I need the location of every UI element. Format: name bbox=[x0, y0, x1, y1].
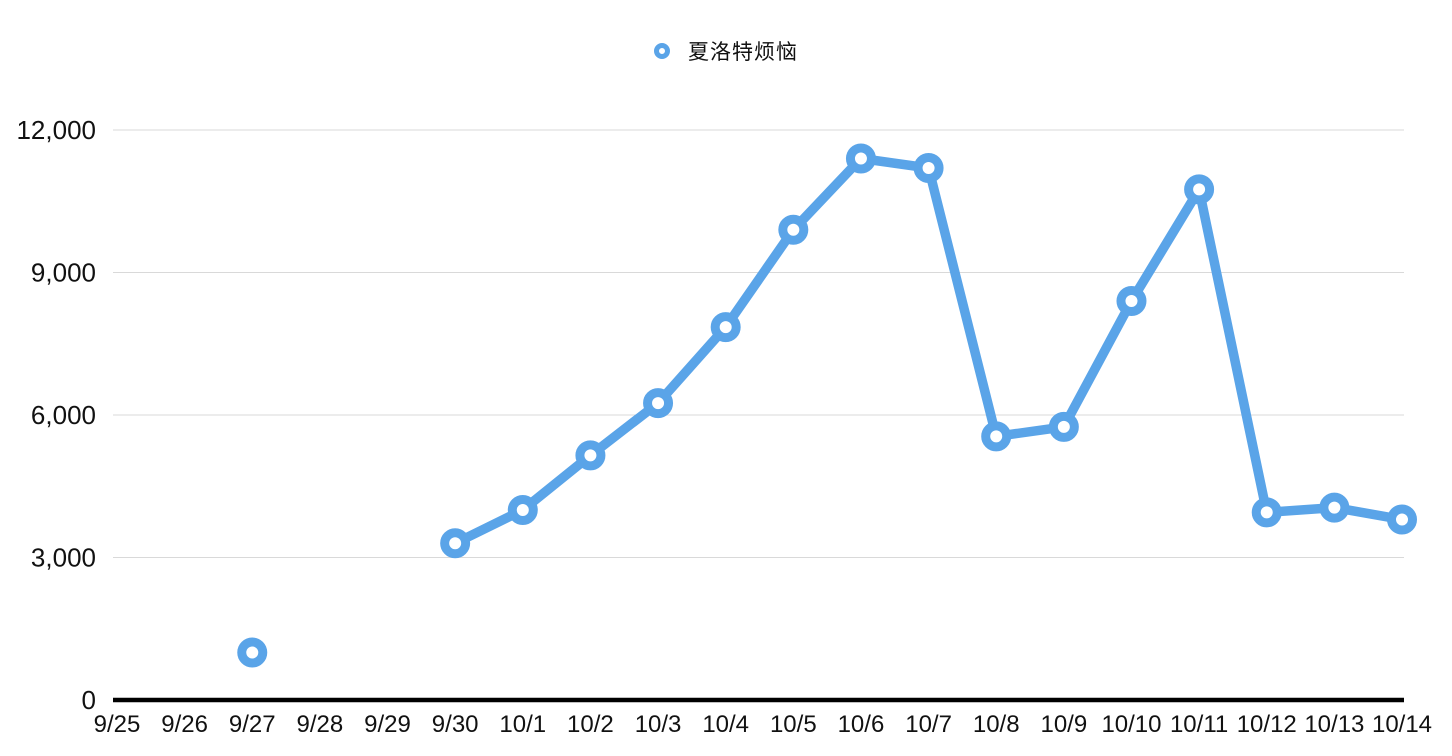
y-tick-label: 12,000 bbox=[16, 115, 96, 145]
data-point-marker bbox=[913, 153, 944, 183]
x-axis-label: 10/8 bbox=[973, 711, 1020, 738]
x-axis-label: 10/1 bbox=[499, 711, 546, 738]
x-axis-label: 10/9 bbox=[1040, 711, 1087, 738]
data-point-marker bbox=[778, 214, 809, 245]
x-axis-label: 10/7 bbox=[905, 711, 952, 738]
data-point-marker bbox=[507, 495, 538, 525]
data-point-marker bbox=[643, 388, 674, 419]
y-tick-label: 9,000 bbox=[31, 258, 96, 288]
data-point-marker bbox=[1048, 411, 1079, 442]
x-axis-label: 9/25 bbox=[94, 711, 141, 738]
data-point-marker bbox=[237, 637, 268, 668]
data-point-marker bbox=[845, 143, 876, 174]
x-axis-label: 10/2 bbox=[567, 711, 614, 738]
x-axis-label: 10/5 bbox=[770, 711, 817, 738]
x-axis-label: 9/29 bbox=[364, 711, 411, 738]
x-axis-label: 10/11 bbox=[1170, 711, 1228, 738]
y-tick-label: 6,000 bbox=[31, 400, 96, 430]
x-axis-label: 10/10 bbox=[1101, 711, 1161, 738]
data-point-marker bbox=[440, 528, 471, 559]
data-point-marker bbox=[1116, 286, 1147, 316]
y-tick-label: 0 bbox=[82, 685, 96, 715]
x-axis-label: 10/4 bbox=[702, 711, 749, 738]
x-axis-label: 9/26 bbox=[161, 711, 208, 738]
x-axis-label: 10/12 bbox=[1237, 711, 1297, 738]
data-point-marker bbox=[1319, 492, 1350, 523]
data-point-marker bbox=[1387, 504, 1417, 535]
data-point-marker bbox=[1184, 174, 1215, 205]
x-axis-label: 9/28 bbox=[297, 711, 344, 738]
data-point-marker bbox=[575, 440, 606, 471]
y-tick-label: 3,000 bbox=[31, 543, 96, 573]
data-point-marker bbox=[981, 421, 1012, 452]
legend-series-label: 夏洛特烦恼 bbox=[688, 41, 798, 64]
legend: 夏洛特烦恼 bbox=[0, 36, 1452, 66]
x-axis-label: 10/13 bbox=[1304, 711, 1364, 738]
data-point-marker bbox=[1251, 497, 1282, 528]
x-axis-label: 10/3 bbox=[635, 711, 682, 738]
x-axis-label: 10/14 bbox=[1372, 711, 1432, 738]
data-point-marker bbox=[710, 312, 741, 343]
series-line bbox=[450, 153, 1407, 549]
x-axis-label: 9/27 bbox=[229, 711, 276, 738]
x-axis-label: 10/6 bbox=[838, 711, 885, 738]
legend-series-marker-icon bbox=[654, 43, 670, 59]
x-axis-label: 9/30 bbox=[432, 711, 479, 738]
